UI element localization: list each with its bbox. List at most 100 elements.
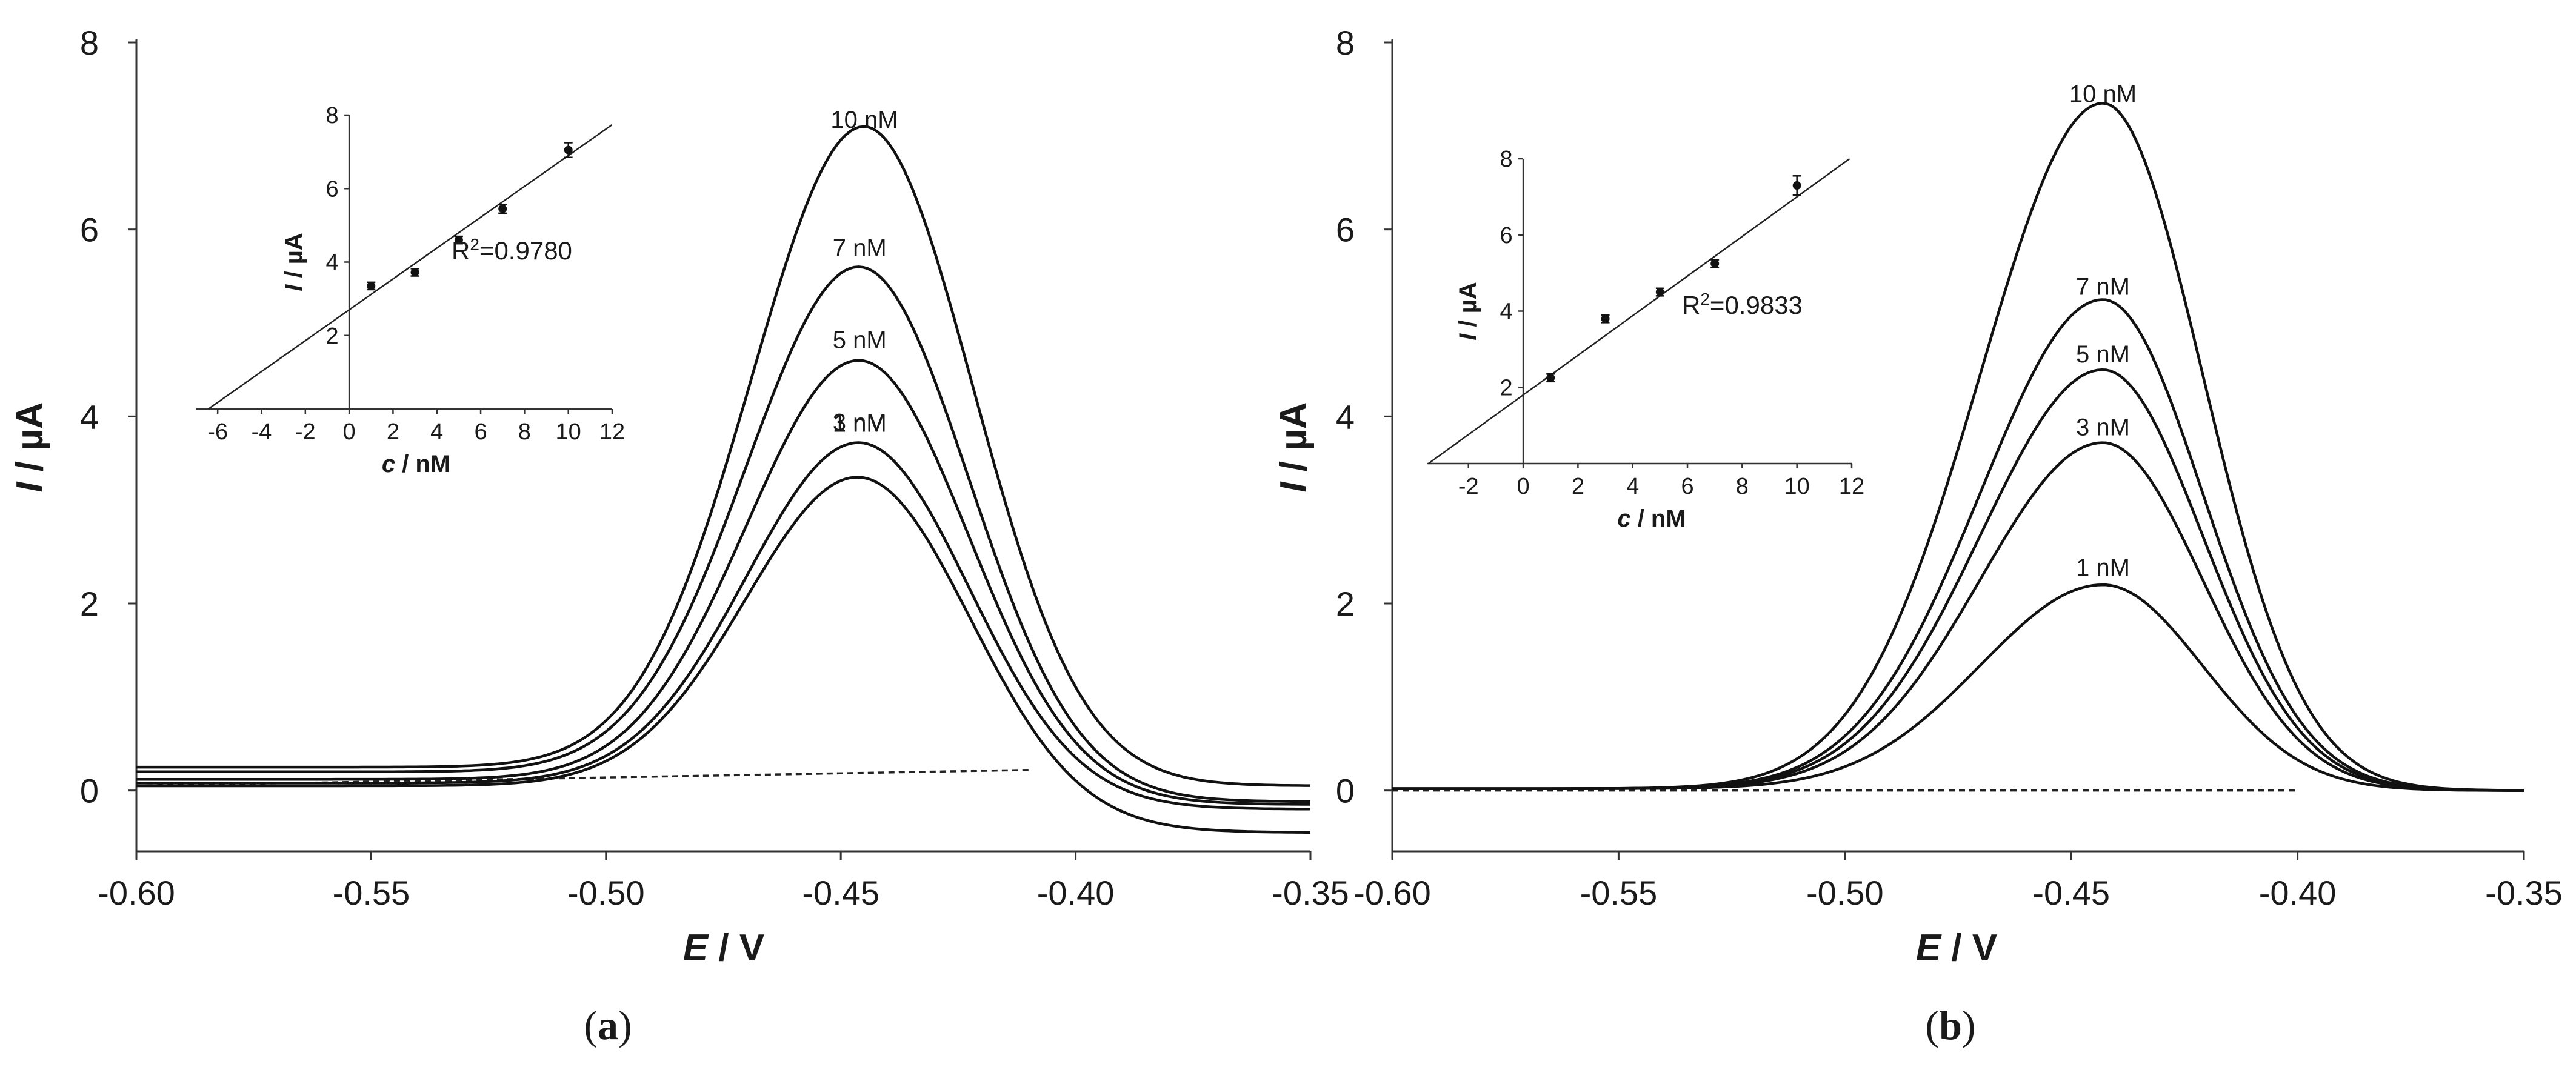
inset-data-point: [1546, 373, 1555, 382]
y-axis-unit: / µA: [1273, 402, 1315, 482]
inset-y-axis-title: I / µA: [1455, 282, 1481, 340]
inset-y-axis-symbol: I: [1455, 333, 1481, 341]
inset-data-point: [498, 204, 507, 213]
x-axis-unit: / V: [1941, 927, 1997, 969]
curve-5-nM: [136, 359, 1310, 806]
inset-x-tick-label: 2: [1572, 474, 1584, 499]
inset-x-axis-title: c / nM: [382, 451, 450, 477]
inset-y-axis-title: I / µA: [281, 233, 307, 291]
inset-y-tick-label: 8: [1500, 147, 1512, 172]
r2-superscript: 2: [470, 235, 479, 254]
y-axis-symbol: I: [9, 481, 51, 493]
inset-x-tick-label: -6: [207, 419, 228, 445]
y-axis-unit: / µA: [9, 402, 51, 482]
inset-y-tick-label: 6: [326, 176, 339, 202]
x-tick-label: -0.55: [1580, 874, 1658, 912]
x-tick-label: -0.50: [567, 874, 645, 912]
inset-data-point: [410, 268, 419, 277]
inset-x-tick-label: 6: [474, 419, 487, 445]
inset-y-axis-unit: / µA: [1455, 282, 1481, 333]
inset-x-tick-label: 6: [1681, 474, 1693, 499]
inset-data-point: [454, 236, 463, 245]
y-tick-label: 6: [1336, 211, 1355, 249]
inset-y-axis-symbol: I: [281, 284, 307, 291]
x-tick-label: -0.50: [1806, 874, 1884, 912]
inset-data-point: [1601, 314, 1610, 324]
inset-fit-line: [207, 124, 613, 410]
x-axis-unit: / V: [708, 927, 764, 969]
caption-letter: b: [1939, 1002, 1962, 1048]
inset-y-tick-label: 8: [326, 103, 339, 128]
r2-superscript: 2: [1700, 290, 1710, 308]
y-axis-symbol: I: [1273, 481, 1315, 493]
inset-x-tick-label: 4: [1626, 474, 1639, 499]
x-tick-label: -0.40: [2259, 874, 2337, 912]
x-axis-symbol: E: [1916, 927, 1942, 969]
inset-x-tick-label: 0: [343, 419, 356, 445]
inset-x-tick-label: 4: [430, 419, 443, 445]
x-axis-title: E / V: [683, 927, 764, 969]
x-tick-label: -0.60: [98, 874, 175, 912]
inset-data-point: [564, 145, 573, 155]
y-axis-title: I / µA: [9, 402, 51, 492]
inset-x-tick-label: 10: [556, 419, 581, 445]
caption-open-paren: (: [584, 1002, 598, 1048]
y-tick-label: 4: [1336, 397, 1355, 436]
inset-y-tick-label: 4: [1500, 299, 1512, 325]
curve-label-7-nM: 7 nM: [833, 234, 887, 261]
inset-y-tick-label: 2: [1500, 375, 1512, 401]
inset-fit-line: [1428, 158, 1850, 465]
inset-y-tick-label: 4: [326, 250, 339, 276]
x-tick-label: -0.45: [802, 874, 879, 912]
x-tick-label: -0.40: [1037, 874, 1115, 912]
inset-x-tick-label: 2: [387, 419, 399, 445]
caption-close-paren: ): [1962, 1002, 1976, 1048]
inset-x-axis-title: c / nM: [1617, 505, 1686, 532]
curve-label-3-nM: 3 nM: [833, 410, 887, 436]
inset-data-point: [1710, 259, 1720, 268]
inset-x-tick-label: -2: [1458, 474, 1479, 499]
curve-label-1-nM: 1 nM: [833, 411, 887, 437]
panel-a: 0 2 4 6 8 -0.60 -0.55 -0.50 -0.45 -0.40 -0.35 E / V…: [9, 24, 1349, 1048]
inset-y-axis-unit: / µA: [281, 233, 307, 284]
x-tick-label: -0.60: [1353, 874, 1431, 912]
y-axis-title: I / µA: [1273, 402, 1315, 492]
x-tick-label: -0.55: [333, 874, 410, 912]
x-axis-symbol: E: [683, 927, 709, 969]
x-axis-title: E / V: [1916, 927, 1997, 969]
inset-x-tick-label: 12: [1839, 474, 1864, 499]
x-tick-label: -0.35: [2485, 874, 2563, 912]
inset-x-tick-label: 12: [599, 419, 625, 445]
y-tick-label: 0: [80, 772, 99, 810]
inset-r2-label: R2=0.9780: [452, 235, 572, 265]
curve-10-nM: [136, 125, 1310, 787]
curve-10-nM: [1392, 102, 2524, 792]
curve-label-5-nM: 5 nM: [2076, 341, 2130, 368]
inset-x-axis-symbol: c: [1617, 505, 1630, 532]
curve-label-1-nM: 1 nM: [2076, 554, 2130, 581]
x-tick-label: -0.35: [1272, 874, 1349, 912]
curve-label-3-nM: 3 nM: [2076, 414, 2130, 441]
panel-caption: (a): [584, 1002, 632, 1048]
inset-x-axis-unit: / nM: [395, 451, 450, 477]
y-tick-label: 2: [1336, 585, 1355, 623]
inset-y-tick-label: 6: [1500, 223, 1512, 248]
inset-x-tick-label: 10: [1784, 474, 1810, 499]
caption-close-paren: ): [618, 1002, 632, 1048]
curve-1-nM: [136, 476, 1310, 834]
y-tick-label: 2: [80, 585, 99, 623]
inset-data-point: [367, 281, 376, 290]
inset-x-axis-symbol: c: [382, 451, 395, 477]
y-tick-label: 6: [80, 211, 99, 249]
inset-x-tick-label: -2: [295, 419, 316, 445]
panel-b: 0 2 4 6 8 -0.60 -0.55 -0.50 -0.45 -0.40 -0.35 E / V…: [1273, 24, 2563, 1048]
inset-data-point: [1655, 288, 1664, 297]
x-tick-label: -0.45: [2032, 874, 2110, 912]
inset-x-tick-label: 8: [518, 419, 531, 445]
curve-label-5-nM: 5 nM: [833, 327, 887, 354]
inset-x-axis-unit: / nM: [1631, 505, 1686, 532]
